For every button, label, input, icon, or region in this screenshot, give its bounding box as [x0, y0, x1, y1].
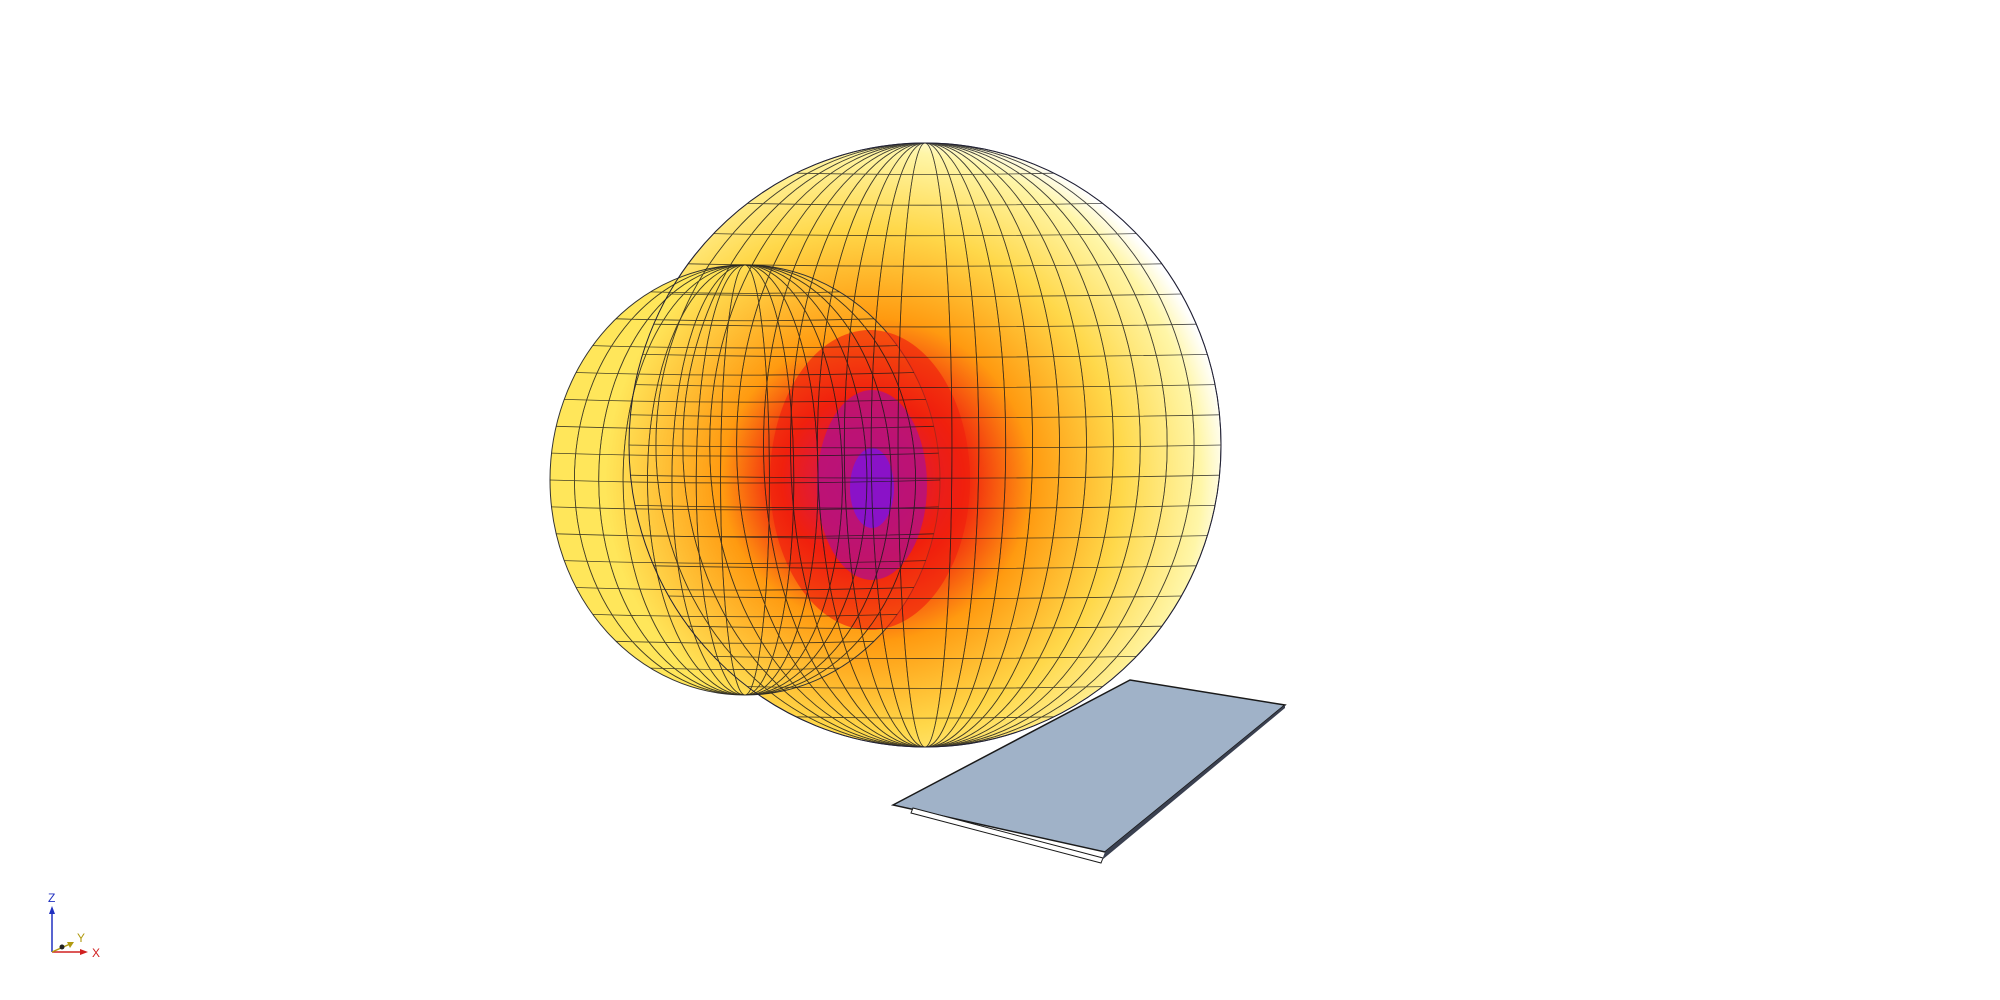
mesh-parallel	[642, 354, 1208, 358]
mesh-parallel	[653, 565, 1197, 569]
mesh-parallel	[668, 595, 1182, 599]
mesh-parallel	[556, 425, 934, 430]
mesh-parallel	[550, 479, 941, 484]
mesh-meridian	[897, 143, 953, 747]
mesh-parallel	[634, 384, 1216, 388]
mesh-parallel	[795, 716, 1055, 719]
mesh-meridian	[655, 143, 1195, 747]
mesh-parallel	[747, 203, 1103, 206]
x-axis-arrow	[80, 949, 88, 955]
mesh-parallel	[713, 656, 1137, 659]
mesh-parallel	[650, 667, 840, 670]
mesh-meridian	[736, 143, 1114, 747]
x-axis-label: X	[92, 946, 100, 960]
z-axis-label: Z	[48, 891, 55, 905]
mesh-meridian	[843, 143, 1007, 747]
mesh-meridian	[574, 264, 917, 696]
y-axis-label: Y	[77, 931, 85, 945]
y-axis-arrow	[67, 942, 74, 948]
mesh-meridian	[709, 143, 1141, 747]
mesh-parallel	[564, 399, 926, 403]
mesh-parallel	[576, 372, 914, 376]
pattern-mesh	[550, 143, 1221, 747]
mesh-parallel	[688, 625, 1162, 629]
mesh-parallel	[653, 323, 1197, 328]
ground-plate-slot	[910, 807, 1104, 864]
mesh-parallel	[630, 414, 1220, 419]
mesh-parallel	[747, 686, 1103, 689]
mesh-parallel	[628, 444, 1221, 449]
mesh-meridian	[682, 143, 1168, 747]
mesh-meridian	[870, 143, 980, 747]
mesh-parallel	[592, 345, 898, 349]
mesh-parallel	[713, 233, 1137, 237]
mesh-parallel	[795, 172, 1055, 175]
mesh-meridian	[763, 143, 1087, 747]
axis-origin	[59, 944, 65, 950]
mesh-parallel	[564, 560, 926, 564]
mesh-parallel	[556, 533, 934, 538]
mesh-parallel	[650, 291, 840, 294]
mesh-parallel	[576, 587, 914, 591]
mesh-parallel	[668, 293, 1182, 297]
mesh-parallel	[551, 452, 939, 457]
mesh-parallel	[615, 640, 875, 644]
ground-plate[interactable]	[890, 679, 1287, 864]
ground-plate-edge	[1102, 705, 1285, 860]
z-axis-arrow	[49, 906, 55, 914]
mesh-parallel	[634, 505, 1216, 509]
mesh-parallel	[630, 474, 1220, 479]
radiation-pattern[interactable]	[549, 142, 1222, 748]
mesh-meridian	[790, 143, 1060, 747]
mesh-parallel	[551, 506, 939, 511]
mesh-parallel	[615, 318, 875, 322]
axis-triad: Z X Y	[48, 891, 100, 960]
right-lobe-outline	[628, 142, 1222, 748]
mesh-parallel	[592, 614, 898, 618]
